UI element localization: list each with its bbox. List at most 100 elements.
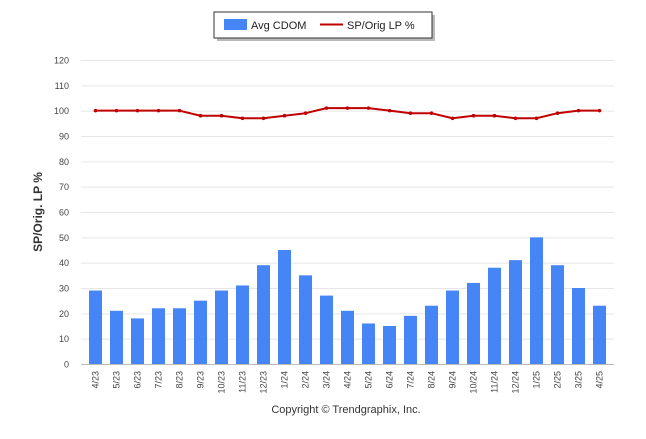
line-point [345, 106, 350, 110]
bar [299, 275, 312, 364]
bar [488, 267, 501, 364]
bar [215, 290, 228, 364]
legend-bar-label: Avg CDOM [251, 20, 306, 32]
bar [572, 288, 585, 364]
x-tick-label: 5/23 [112, 371, 122, 389]
y-tick-label: 40 [59, 258, 69, 268]
bar [173, 308, 186, 364]
line-series-sp-orig-lp [93, 106, 602, 121]
line-point [93, 108, 98, 113]
x-tick-label: 7/23 [154, 371, 164, 389]
bar [278, 250, 291, 364]
x-tick-label: 9/23 [196, 371, 206, 389]
line-point [135, 108, 140, 113]
y-tick-label: 50 [59, 233, 69, 243]
bar [320, 295, 333, 364]
x-tick-label: 10/23 [217, 371, 227, 394]
y-tick-label: 0 [64, 360, 69, 370]
x-tick-label: 3/24 [322, 371, 332, 389]
line-point [387, 108, 392, 113]
y-tick-label: 20 [59, 309, 69, 319]
y-axis-ticks: 0 10 20 30 40 50 60 70 80 90 100 110 120 [54, 56, 69, 370]
y-tick-label: 80 [59, 157, 69, 167]
y-axis-title: SP/Orig. LP % [31, 172, 45, 252]
x-tick-label: 4/25 [595, 371, 605, 389]
y-tick-label: 30 [59, 284, 69, 294]
bar [110, 310, 123, 364]
line-point [114, 108, 119, 113]
x-axis-ticks: 4/23 5/23 6/23 7/23 8/23 9/23 10/23 11/23 12/23 1… [91, 371, 605, 394]
bar [404, 315, 417, 364]
line-point [534, 116, 539, 121]
legend-bar-swatch [224, 19, 247, 30]
x-tick-label: 11/23 [238, 371, 248, 393]
x-tick-label: 8/23 [175, 371, 185, 389]
line-point [324, 106, 329, 110]
line-point [198, 113, 203, 118]
line-point [177, 108, 182, 113]
line-point [492, 113, 497, 118]
line-point [366, 106, 371, 110]
legend: Avg CDOM SP/Orig LP % [213, 11, 435, 41]
x-tick-label: 2/25 [553, 371, 563, 389]
bar [509, 260, 522, 364]
line-point [219, 113, 224, 118]
y-tick-label: 120 [54, 56, 69, 66]
bar [530, 237, 543, 364]
x-tick-label: 8/24 [427, 371, 437, 389]
line-point [555, 111, 560, 115]
y-tick-label: 60 [59, 208, 69, 218]
bar [593, 305, 606, 364]
line-point [303, 111, 308, 115]
x-tick-label: 3/25 [574, 371, 584, 389]
bar [383, 326, 396, 364]
bar [236, 285, 249, 364]
bar [257, 265, 270, 364]
x-tick-label: 6/23 [133, 371, 143, 389]
bar [551, 265, 564, 364]
x-tick-label: 12/23 [259, 371, 269, 394]
bar [362, 323, 375, 364]
y-tick-label: 10 [59, 334, 69, 344]
bar [131, 318, 144, 364]
line-point [282, 113, 287, 118]
bar [446, 290, 459, 364]
bar [341, 310, 354, 364]
x-tick-label: 5/24 [364, 371, 374, 389]
x-tick-label: 10/24 [469, 371, 479, 394]
bar [152, 308, 165, 364]
x-tick-label: 6/24 [385, 371, 395, 389]
x-tick-label: 1/24 [280, 371, 290, 389]
y-tick-label: 110 [55, 81, 69, 91]
bar [425, 305, 438, 364]
y-tick-label: 70 [59, 182, 69, 192]
y-tick-label: 90 [59, 132, 69, 142]
x-tick-label: 9/24 [448, 371, 458, 389]
bar [467, 282, 480, 364]
x-tick-label: 2/24 [301, 371, 311, 389]
line-point [156, 108, 161, 113]
x-tick-label: 4/23 [91, 371, 101, 389]
bar [89, 290, 102, 364]
grid-lines [81, 60, 614, 365]
line-point [576, 108, 581, 113]
x-tick-label: 12/24 [511, 371, 521, 394]
legend-line-label: SP/Orig LP % [347, 20, 415, 32]
line-point [408, 111, 413, 115]
line-point [240, 116, 245, 121]
bar [194, 300, 207, 364]
x-tick-label: 4/24 [343, 371, 353, 389]
line-point [450, 116, 455, 121]
line-point [513, 116, 518, 121]
line-point [597, 108, 602, 113]
x-tick-label: 11/24 [490, 371, 500, 393]
line-point [261, 116, 266, 121]
line-point [471, 113, 476, 118]
line-point [429, 111, 434, 115]
copyright-text: Copyright © Trendgraphix, Inc. [271, 404, 420, 416]
y-tick-label: 100 [54, 106, 69, 116]
x-tick-label: 1/25 [532, 371, 542, 389]
bar-series-avg-cdom [89, 237, 606, 364]
